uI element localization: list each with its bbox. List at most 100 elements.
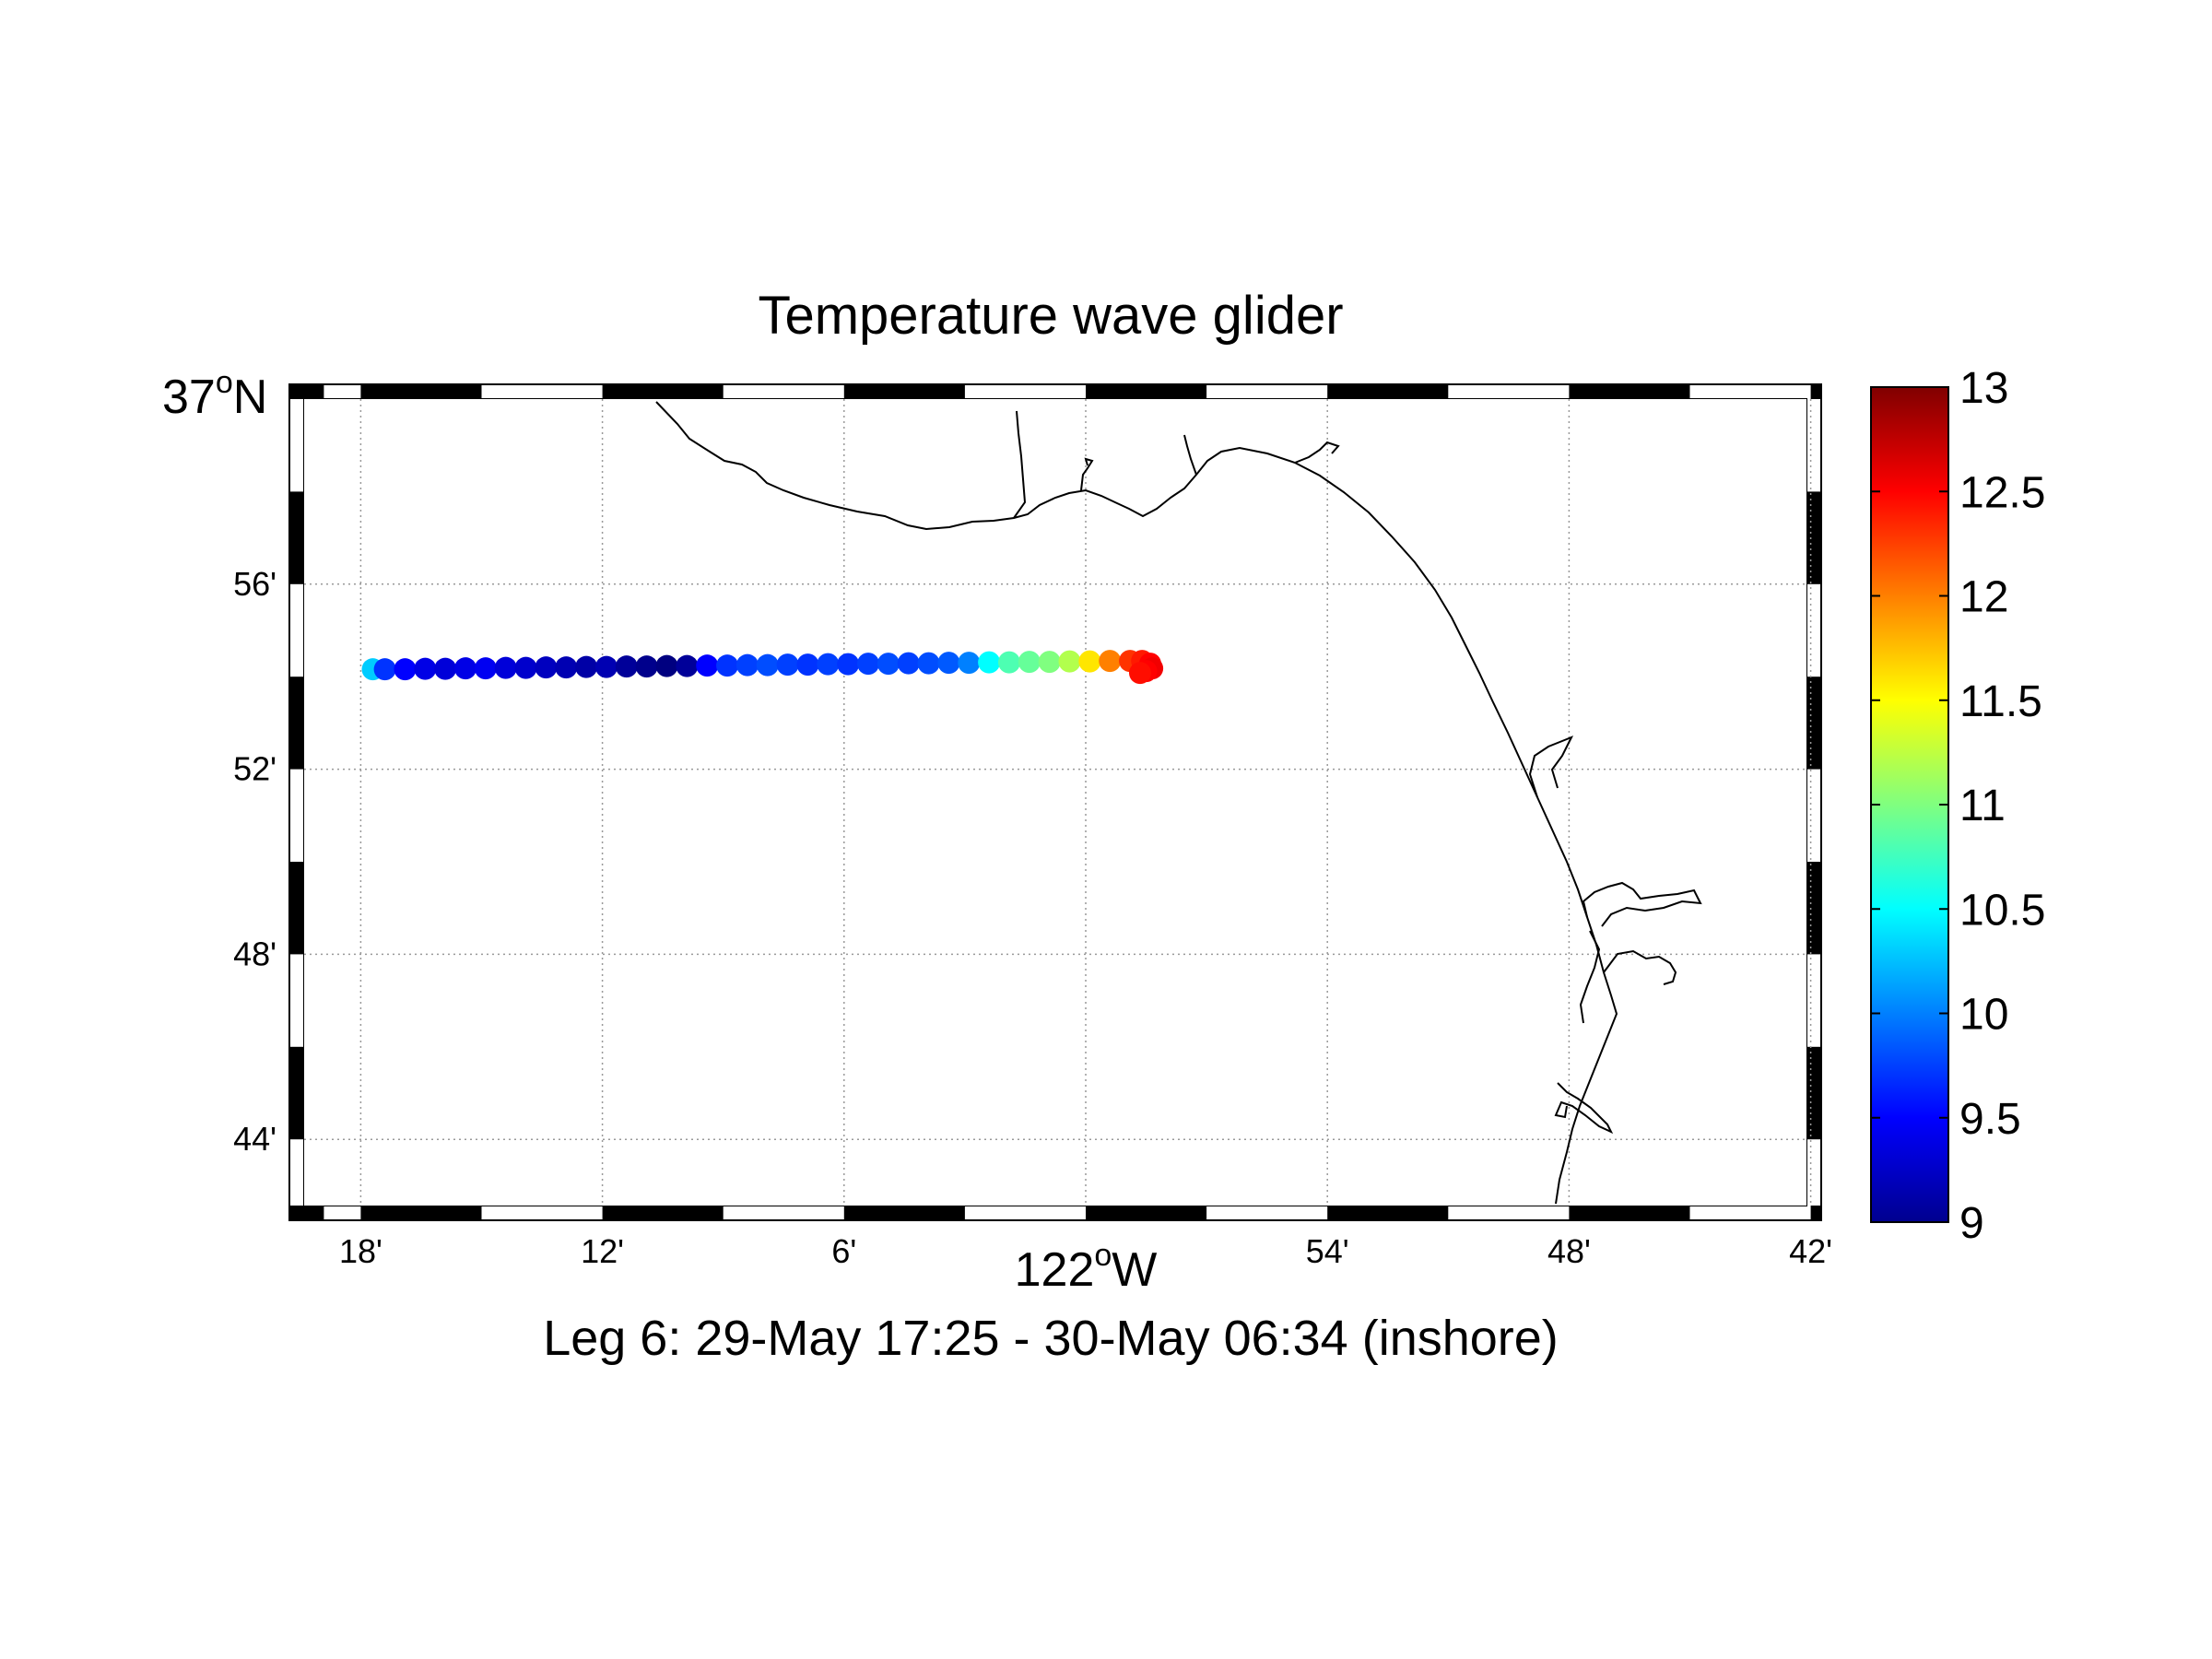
- frame-stripe-bottom: [289, 1206, 324, 1220]
- track-point: [817, 653, 840, 676]
- frame-stripe-bottom: [1810, 1206, 1821, 1220]
- frame-stripe-right: [1806, 862, 1821, 955]
- colorbar-tick-label: 9.5: [1959, 1095, 2021, 1144]
- track-point: [494, 656, 517, 679]
- estuary-2: [1603, 949, 1677, 985]
- x-tick-label: 54': [1306, 1232, 1349, 1270]
- track-point: [877, 653, 900, 676]
- track-point: [978, 651, 1001, 674]
- x-tick-label: 48': [1547, 1232, 1591, 1270]
- track-point: [857, 653, 880, 676]
- track-point: [1058, 650, 1081, 673]
- track-point: [756, 653, 779, 677]
- track-point: [897, 652, 920, 675]
- x-tick-label: 12': [581, 1232, 624, 1270]
- track-point: [1099, 650, 1122, 673]
- estuary-3: [1579, 930, 1601, 1024]
- x-tick-label: 42': [1789, 1232, 1832, 1270]
- x-tick-labels: 18' 12' 6' 54' 48' 42': [339, 1232, 1832, 1270]
- track-point: [716, 654, 739, 677]
- track-point: [535, 656, 558, 679]
- colorbar-tick-label: 12: [1959, 573, 2008, 622]
- colorbar-gradient: [1870, 386, 1949, 1223]
- track-point: [394, 658, 417, 681]
- plot-background: [304, 399, 1806, 1206]
- chart-title: Temperature wave glider: [758, 286, 1343, 346]
- river-2: [1080, 457, 1094, 491]
- track-point: [937, 652, 960, 675]
- y-tick-labels: 56' 52' 48' 44': [233, 565, 276, 1158]
- colorbar-tick-label: 11: [1959, 782, 2006, 830]
- estuary-1: [1582, 881, 1702, 927]
- track-point: [575, 655, 598, 678]
- frame-stripe-top: [289, 384, 324, 399]
- frame-stripe-top: [1327, 384, 1449, 399]
- track-point: [615, 655, 638, 678]
- frame-stripe-left: [289, 491, 304, 584]
- y-tick-label: 52': [233, 750, 276, 788]
- harbor-jetty: [1554, 1082, 1614, 1135]
- frame-stripe-top: [1086, 384, 1207, 399]
- colorbar: 9 9.5 10 10.5 11 11.5 12 12.5 13: [1870, 364, 2045, 1248]
- frame-stripe-bottom: [1569, 1206, 1690, 1220]
- track-point: [1038, 651, 1061, 674]
- y-tick-label: 48': [233, 935, 276, 972]
- colorbar-ticks: 9 9.5 10 10.5 11 11.5 12 12.5 13: [1871, 364, 2045, 1248]
- track-point: [655, 654, 678, 677]
- colorbar-tick-label: 10: [1959, 991, 2008, 1040]
- track-point: [735, 653, 759, 677]
- y-top-label: 37oN: [162, 365, 267, 424]
- frame-stripe-right: [1806, 677, 1821, 770]
- track-point: [997, 651, 1020, 674]
- frame-stripe-left: [289, 1046, 304, 1140]
- track-point: [474, 657, 497, 680]
- y-tick-label: 56': [233, 565, 276, 603]
- frame-stripe-top: [1810, 384, 1821, 399]
- colorbar-tick-label: 12.5: [1959, 468, 2045, 517]
- y-top-label-hemi: N: [233, 371, 268, 424]
- colorbar-tick-label: 9: [1959, 1199, 1984, 1248]
- track-point: [434, 657, 457, 680]
- track-point: [555, 656, 578, 679]
- y-top-label-sup: o: [216, 365, 233, 400]
- track-point: [373, 658, 396, 681]
- frame-stripe-bottom: [1086, 1206, 1207, 1220]
- track-point: [917, 652, 940, 675]
- frame-stripe-bottom: [360, 1206, 482, 1220]
- track-point: [776, 653, 799, 677]
- track-point: [1018, 651, 1041, 674]
- x-axis-label-hemi: W: [1112, 1243, 1157, 1297]
- track-point: [796, 653, 819, 677]
- frame-stripe-right: [1806, 1046, 1821, 1140]
- track-point: [837, 653, 860, 676]
- frame-stripe-top: [843, 384, 965, 399]
- colorbar-tick-label: 13: [1959, 364, 2008, 413]
- frame-stripe-left: [289, 862, 304, 955]
- track-point: [958, 652, 981, 675]
- frame-stripe-top: [1569, 384, 1690, 399]
- track-point: [594, 655, 618, 678]
- track-point: [414, 657, 437, 680]
- river-5: [1528, 735, 1574, 798]
- frame-stripe-left: [289, 677, 304, 770]
- y-top-label-deg: 37: [162, 371, 216, 424]
- track-point: [635, 655, 658, 678]
- x-axis-label-deg: 122: [1015, 1243, 1095, 1297]
- grid-lines: [304, 399, 1812, 1206]
- x-axis-label: 122oW: [1015, 1238, 1158, 1297]
- x-tick-label: 18': [339, 1232, 382, 1270]
- track-point: [514, 656, 537, 679]
- track-point: [454, 657, 477, 680]
- track-point: [676, 654, 699, 677]
- x-tick-label: 6': [831, 1232, 856, 1270]
- frame-stripe-top: [360, 384, 482, 399]
- frame-stripe-bottom: [843, 1206, 965, 1220]
- river-3: [1183, 434, 1197, 476]
- frame-stripe-top: [602, 384, 724, 399]
- track-point: [1078, 650, 1101, 673]
- frame-stripe-bottom: [1327, 1206, 1449, 1220]
- river-4: [1294, 441, 1340, 464]
- colorbar-tick-label: 11.5: [1959, 677, 2042, 726]
- track-point: [696, 654, 719, 677]
